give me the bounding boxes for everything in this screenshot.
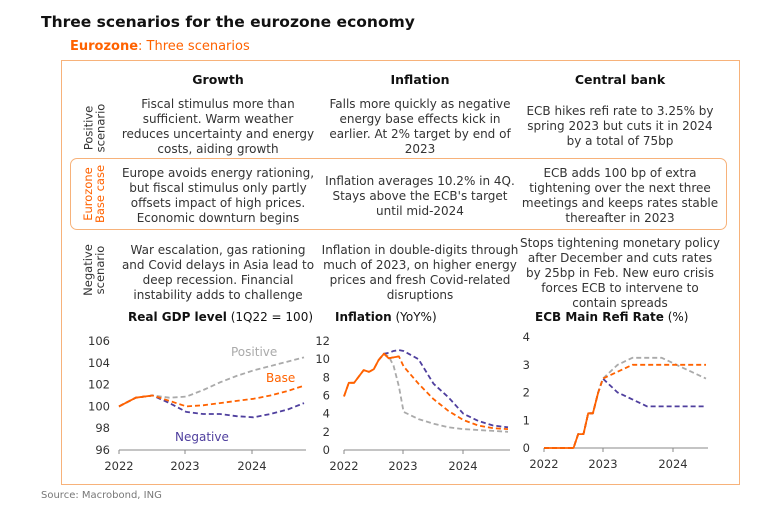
- y-tick-label: 0: [323, 443, 330, 457]
- refi-chart-title-rest: (%): [663, 310, 689, 324]
- column-header-inflation: Inflation: [390, 72, 450, 87]
- refi-chart-title-bold: ECB Main Refi Rate: [535, 310, 664, 324]
- y-tick-label: 1: [523, 413, 530, 427]
- x-tick-label: 2023: [170, 459, 199, 473]
- series-line-history: [118, 394, 153, 408]
- y-tick-label: 98: [95, 421, 110, 435]
- series-label-base: Base: [266, 371, 295, 385]
- refi-chart-title: ECB Main Refi Rate (%): [535, 310, 688, 324]
- source-note: Source: Macrobond, ING: [41, 490, 162, 501]
- subtitle-region: Eurozone: [70, 39, 139, 54]
- series-line-negative: [544, 377, 706, 449]
- y-tick-label: 100: [88, 399, 110, 413]
- gdp-chart-title-rest: (1Q22 = 100): [226, 310, 314, 324]
- y-tick-label: 4: [523, 330, 530, 344]
- series-line-history: [544, 392, 600, 449]
- page-title: Three scenarios for the eurozone economy: [41, 13, 415, 31]
- cell-positive-central-bank: ECB hikes refi rate to 3.25% by spring 2…: [526, 104, 714, 148]
- series-line-positive: [377, 352, 509, 433]
- x-tick-label: 2023: [388, 459, 417, 473]
- column-header-growth: Growth: [192, 72, 244, 87]
- y-tick-label: 104: [88, 356, 110, 370]
- cell-negative-growth: War escalation, gas rationing and Covid …: [121, 243, 315, 302]
- cell-positive-inflation: Falls more quickly as negative energy ba…: [329, 97, 511, 156]
- y-tick-label: 0: [523, 441, 530, 455]
- y-tick-label: 12: [315, 334, 330, 348]
- y-tick-label: 8: [323, 370, 330, 384]
- cell-base-growth: Europe avoids energy rationing, but fisc…: [121, 166, 315, 225]
- series-line-base: [544, 363, 706, 449]
- x-tick-label: 2022: [104, 459, 133, 473]
- y-tick-label: 10: [315, 352, 330, 366]
- x-tick-label: 2024: [658, 457, 687, 471]
- inflation-chart-title: Inflation (YoY%): [335, 310, 437, 324]
- y-tick-label: 2: [323, 425, 330, 439]
- y-tick-label: 6: [323, 389, 330, 403]
- y-tick-label: 3: [523, 358, 530, 372]
- x-tick-label: 2023: [588, 457, 617, 471]
- y-tick-label: 4: [323, 407, 330, 421]
- cell-negative-central-bank: Stops tightening monetary policy after D…: [520, 236, 720, 310]
- base-case-highlight: [70, 158, 727, 230]
- series-label-negative: Negative: [175, 430, 229, 444]
- gdp-chart-title: Real GDP level (1Q22 = 100): [128, 310, 313, 324]
- series-line-positive: [544, 356, 707, 449]
- series-line-history: [343, 352, 400, 397]
- cell-base-inflation: Inflation averages 10.2% in 4Q. Stays ab…: [325, 174, 515, 218]
- y-tick-label: 106: [88, 334, 110, 348]
- x-tick-label: 2024: [448, 459, 477, 473]
- scenario-frame: [61, 60, 740, 485]
- cell-negative-inflation: Inflation in double-digits through much …: [321, 243, 519, 302]
- x-tick-label: 2022: [529, 457, 558, 471]
- chart-subtitle: Eurozone: Three scenarios: [70, 39, 250, 54]
- x-tick-label: 2022: [329, 459, 358, 473]
- series-label-positive: Positive: [231, 345, 277, 359]
- y-tick-label: 96: [95, 443, 110, 457]
- column-header-central-bank: Central bank: [574, 72, 666, 87]
- x-tick-label: 2024: [237, 459, 266, 473]
- inflation-chart-title-bold: Inflation: [335, 310, 392, 324]
- y-tick-label: 102: [88, 378, 110, 392]
- subtitle-text: : Three scenarios: [138, 39, 250, 54]
- cell-positive-growth: Fiscal stimulus more than sufficient. Wa…: [121, 97, 315, 156]
- inflation-chart-title-rest: (YoY%): [391, 310, 437, 324]
- y-tick-label: 2: [523, 386, 530, 400]
- cell-base-central-bank: ECB adds 100 bp of extra tightening over…: [521, 166, 719, 225]
- gdp-chart-title-bold: Real GDP level: [128, 310, 227, 324]
